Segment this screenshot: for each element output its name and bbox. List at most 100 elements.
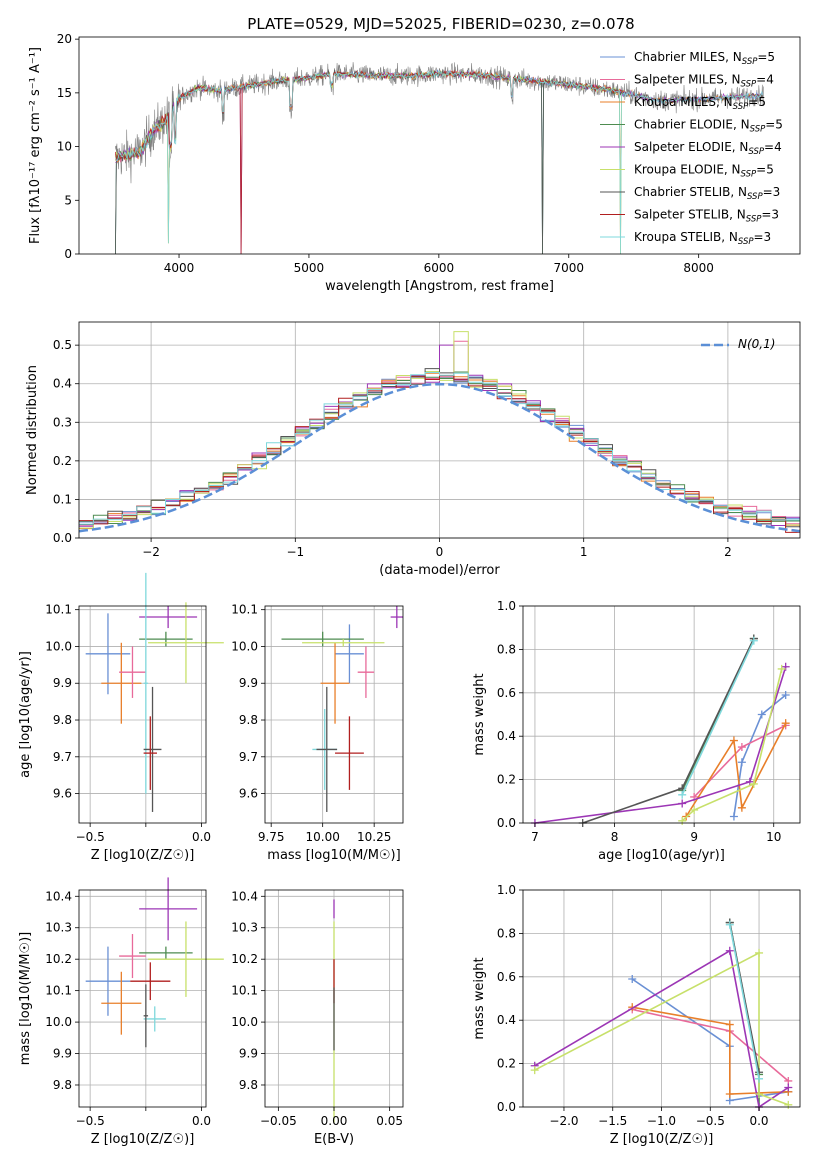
- weight-vs-age-frame: [522, 605, 801, 824]
- weight-vs-Z-ytick-label: 1.0: [497, 883, 516, 897]
- weight-vs-age-ytick-label: 0.0: [497, 816, 516, 830]
- mass-vs-Z-ylabel: mass [log10(M/M☉)]: [18, 932, 33, 1065]
- series-kroupa-stelib-marker: [749, 636, 758, 645]
- residuals-xtick-label: 1: [580, 545, 588, 559]
- mass-vs-Z-plot-area: [85, 877, 224, 1048]
- age-vs-Z-ytick-label: 9.8: [53, 713, 72, 727]
- mass-vs-EBV-xtick-label: −0.05: [260, 1114, 297, 1128]
- model-spectrum-kroupa-stelib: [115, 70, 764, 254]
- legend-entry: Salpeter MILES, NSSP=4: [634, 73, 774, 90]
- series-salpeter-elodie: [534, 666, 787, 824]
- age-vs-mass-ytick-label: 10.1: [231, 603, 258, 617]
- age-vs-mass-xtick-label: 10.00: [305, 830, 339, 844]
- series-salpeter-elodie-marker: [678, 799, 687, 808]
- weight-vs-age-ytick-label: 0.2: [497, 773, 516, 787]
- legend-label: Kroupa STELIB, N: [634, 230, 738, 244]
- weight-vs-Z-ylabel: mass weight: [472, 957, 487, 1039]
- weight-vs-age-ytick-label: 0.4: [497, 729, 516, 743]
- legend-label: Kroupa ELODIE, N: [634, 163, 741, 177]
- series-kroupa-elodie-marker: [777, 664, 786, 673]
- legend-count: =3: [763, 185, 781, 199]
- mass-vs-EBV-ytick-label: 10.1: [231, 984, 258, 998]
- series-kroupa-miles-marker: [725, 1020, 734, 1029]
- age-vs-mass-ytick-label: 9.9: [239, 676, 258, 690]
- mass-vs-EBV-ytick-label: 10.3: [231, 921, 258, 935]
- weight-vs-age-xlabel: age [log10(age/yr)]: [598, 848, 725, 863]
- legend-count: =5: [757, 50, 775, 64]
- weight-vs-age-ytick-label: 1.0: [497, 599, 516, 613]
- mass-vs-Z-ytick-label: 10.3: [45, 921, 72, 935]
- age-vs-Z-plot-area: [85, 572, 224, 812]
- weight-vs-Z-ytick-label: 0.4: [497, 1013, 516, 1027]
- age-vs-mass-xtick-label: 9.75: [258, 830, 285, 844]
- normal-legend-label: N(0,1): [738, 337, 775, 351]
- series-kroupa-elodie-marker: [749, 779, 758, 788]
- age-vs-Z-ylabel: age [log10(age/yr)]: [18, 651, 33, 778]
- legend-entry: Kroupa MILES, NSSP=5: [634, 95, 766, 112]
- legend-label: Chabrier ELODIE, N: [634, 118, 750, 132]
- weight-vs-age-ytick-label: 0.8: [497, 642, 516, 656]
- series-kroupa-elodie-marker: [784, 1100, 793, 1109]
- legend-entry: Chabrier ELODIE, NSSP=5: [634, 118, 783, 135]
- figure-title: PLATE=0529, MJD=52025, FIBERID=0230, z=0…: [247, 15, 634, 33]
- legend-count: =5: [765, 118, 783, 132]
- mass-vs-Z-xtick-label: −0.5: [76, 1114, 105, 1128]
- spectrum-xlabel: wavelength [Angstrom, rest frame]: [325, 279, 554, 294]
- weight-vs-Z-xtick-label: −2.0: [549, 1114, 578, 1128]
- residuals-plot-area: [79, 331, 800, 533]
- series-kroupa-elodie: [534, 951, 789, 1106]
- age-vs-mass-xlabel: mass [log10(M/M☉)]: [267, 848, 400, 863]
- age-vs-mass-plot-area: [281, 606, 403, 812]
- series-kroupa-miles-marker: [725, 1089, 734, 1098]
- mass-vs-EBV-xtick-label: 0.05: [376, 1114, 403, 1128]
- age-vs-Z-xtick-label: −0.5: [76, 830, 105, 844]
- residuals-xtick-label: 2: [724, 545, 732, 559]
- weight-vs-age-plot-area: [530, 634, 790, 827]
- legend-entry: Chabrier MILES, NSSP=5: [634, 50, 775, 67]
- series-kroupa-miles-marker: [781, 719, 790, 728]
- residuals-ytick-label: 0.3: [53, 415, 72, 429]
- legend-label: Salpeter MILES, N: [634, 73, 741, 87]
- age-vs-Z-xlabel: Z [log10(Z/Z☉)]: [91, 848, 195, 863]
- mass-vs-Z-ytick-label: 10.1: [45, 984, 72, 998]
- mass-vs-Z-xtick-label: 0.0: [192, 1114, 211, 1128]
- age-vs-Z-ytick-label: 10.0: [45, 639, 72, 653]
- series-chabrier-miles-marker: [757, 710, 766, 719]
- weight-vs-Z-xtick-label: −0.5: [696, 1114, 725, 1128]
- weight-vs-Z-plot-area: [530, 918, 793, 1111]
- legend-label: Salpeter ELODIE, N: [634, 140, 748, 154]
- legend-label: Kroupa MILES, N: [634, 95, 733, 109]
- legend-count: =5: [756, 163, 774, 177]
- mass-vs-Z-ytick-label: 10.4: [45, 889, 72, 903]
- legend-subscript: SSP: [741, 170, 757, 180]
- mass-vs-Z-frame: [78, 889, 207, 1108]
- mass-vs-EBV-ytick-label: 10.0: [231, 1015, 258, 1029]
- mass-vs-Z-panel: −0.5 0.0 9.8 9.9 10.0 10.1 10.2 10.3 10.4 Z [log1…: [18, 877, 224, 1147]
- mass-vs-EBV-panel: −0.05 0.00 0.05 9.8 9.9 10.0 10.1 10.2 10.3 10.4 E…: [231, 889, 404, 1147]
- series-kroupa-elodie-marker: [755, 948, 764, 957]
- residuals-ytick-label: 0.0: [53, 531, 72, 545]
- weight-vs-Z-xtick-label: −1.0: [647, 1114, 676, 1128]
- legend-entry: Chabrier STELIB, NSSP=3: [634, 185, 780, 202]
- series-chabrier-miles-marker: [781, 690, 790, 699]
- legend-subscript: SSP: [733, 102, 749, 112]
- residuals-ytick-label: 0.5: [53, 338, 72, 352]
- legend-entry: Kroupa ELODIE, NSSP=5: [634, 163, 774, 180]
- residuals-xlabel: (data-model)/error: [379, 563, 500, 578]
- age-vs-Z-panel: −0.5 0.0 9.6 9.7 9.8 9.9 10.0 10.1 Z [log10(Z/Z☉…: [18, 572, 224, 863]
- series-kroupa-elodie-marker: [530, 1066, 539, 1075]
- series-kroupa-elodie-marker: [755, 1089, 764, 1098]
- series-kroupa-stelib: [729, 924, 760, 1079]
- legend-subscript: SSP: [750, 125, 766, 135]
- spectrum-ytick-label: 20: [57, 32, 72, 46]
- spectrum-ylabel: Flux [fλ10⁻¹⁷ erg cm⁻² s⁻¹ A⁻¹]: [28, 47, 43, 244]
- residuals-ytick-label: 0.2: [53, 454, 72, 468]
- age-vs-Z-ytick-label: 9.9: [53, 676, 72, 690]
- series-chabrier-miles-marker: [729, 812, 738, 821]
- series-kroupa-miles-marker: [729, 736, 738, 745]
- series-chabrier-miles-marker: [628, 974, 637, 983]
- spectrum-xtick-label: 5000: [294, 261, 325, 275]
- residuals-xtick-label: −2: [142, 545, 160, 559]
- age-vs-mass-ytick-label: 9.6: [239, 787, 258, 801]
